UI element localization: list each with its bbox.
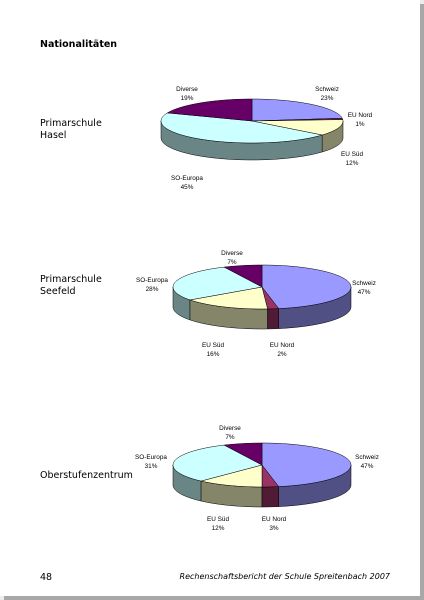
pie-slice-diverse — [223, 442, 263, 466]
page-title: Nationalitäten — [40, 39, 118, 50]
data-label-value-eu-nord: 2% — [277, 351, 287, 358]
data-label-value-diverse: 7% — [225, 434, 235, 441]
data-label-name-so-europa: SO-Europa — [135, 454, 167, 461]
data-label-value-eu-nord: 1% — [355, 121, 365, 128]
data-label-name-eu-nord: EU Nord — [262, 516, 287, 523]
section-label-line1: Oberstufenzentrum — [40, 470, 133, 481]
pie-chart-3: Schweiz 47% EU Nord 3% EU Süd 12% SO-Europa 31%… — [135, 425, 379, 532]
pie-slice-diverse — [223, 264, 263, 288]
data-label-value-schweiz: 23% — [321, 95, 334, 102]
data-label-value-so-europa: 45% — [181, 184, 194, 191]
data-label-name-eu-s-d: EU Süd — [202, 342, 224, 349]
section-label-line1: Primarschule — [40, 118, 102, 129]
page-number: 48 — [40, 572, 53, 583]
data-label-value-eu-s-d: 12% — [346, 160, 359, 167]
section-label-hasel: Primarschule Hasel — [40, 118, 102, 142]
section-label-line2: Hasel — [40, 130, 67, 141]
pie-slice-eu-s-d — [251, 119, 344, 136]
data-label-name-eu-nord: EU Nord — [270, 342, 295, 349]
pie-side-eu-nord — [261, 486, 279, 508]
pie-slice-eu-s-d — [201, 464, 263, 488]
pie-slice-schweiz — [261, 264, 352, 309]
pie-slice-so-europa — [160, 112, 323, 144]
footer-text: Rechenschaftsbericht der Schule Spreiten… — [179, 572, 390, 581]
data-label-value-diverse: 19% — [181, 95, 194, 102]
data-label-name-eu-nord: EU Nord — [348, 112, 373, 119]
pie-slice-so-europa — [172, 266, 263, 301]
data-label-name-diverse: Diverse — [221, 250, 243, 257]
section-label-line1: Primarschule — [40, 274, 102, 285]
data-label-name-so-europa: SO-Europa — [171, 175, 203, 182]
data-label-name-schweiz: Schweiz — [352, 280, 376, 287]
data-label-name-eu-s-d: EU Süd — [341, 151, 363, 158]
page-shadow-right — [420, 4, 424, 600]
data-label-value-schweiz: 47% — [361, 463, 374, 470]
data-label-name-eu-s-d: EU Süd — [207, 516, 229, 523]
data-label-name-diverse: Diverse — [219, 425, 241, 432]
data-label-name-so-europa: SO-Europa — [136, 277, 168, 284]
data-label-name-schweiz: Schweiz — [355, 454, 379, 461]
pie-slice-schweiz — [261, 442, 352, 487]
data-label-value-diverse: 7% — [227, 259, 237, 266]
pie-side-eu-nord — [267, 308, 279, 330]
data-label-value-so-europa: 31% — [145, 463, 158, 470]
data-label-name-schweiz: Schweiz — [315, 86, 339, 93]
section-label-line2: Seefeld — [40, 286, 76, 297]
pie-slice-schweiz — [251, 98, 343, 122]
pie-chart-1: Schweiz 23% EU Nord 1% EU Süd 12% SO-Europa 45%… — [160, 86, 373, 191]
section-label-seefeld: Primarschule Seefeld — [40, 274, 102, 298]
pie-chart-2: Schweiz 47% EU Nord 2% EU Süd 16% SO-Europa 28%… — [136, 250, 376, 358]
data-label-name-diverse: Diverse — [176, 86, 198, 93]
data-label-value-eu-s-d: 12% — [212, 525, 225, 532]
section-label-oberstufe: Oberstufenzentrum — [40, 470, 133, 482]
pie-slice-diverse — [166, 98, 253, 122]
data-label-value-so-europa: 28% — [146, 286, 159, 293]
pie-slice-eu-s-d — [189, 286, 268, 310]
page-shadow-bottom — [4, 596, 424, 600]
data-label-value-eu-nord: 3% — [269, 525, 279, 532]
data-label-value-schweiz: 47% — [358, 289, 371, 296]
pie-slice-so-europa — [172, 444, 263, 482]
data-label-value-eu-s-d: 16% — [207, 351, 220, 358]
